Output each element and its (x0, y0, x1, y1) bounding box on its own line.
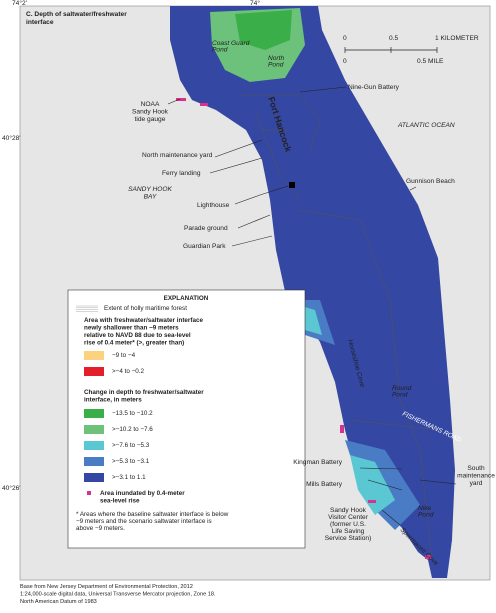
legend-swatch (84, 425, 104, 434)
legend-group-title: relative to NAVD 88 due to sea-level (84, 332, 191, 339)
legend-item: Extent of holly maritime forest (104, 305, 187, 312)
legend-item: −9 to −4 (112, 352, 136, 359)
source-note: North American Datum of 1983 (20, 599, 97, 605)
place-label: Lighthouse (197, 202, 230, 209)
place-label: South (467, 465, 485, 472)
place-label: Gunnison Beach (406, 178, 455, 185)
legend-group-title: interface, in meters (84, 397, 142, 404)
coord-label: 40°28' (2, 134, 21, 142)
legend-item: >−10.2 to −7.6 (112, 426, 153, 433)
legend-group-title: newly shallower than −9 meters (84, 325, 179, 332)
legend-item: >−5.3 to −3.1 (112, 458, 150, 465)
place-label: North maintenance yard (142, 152, 213, 159)
legend-item: >−7.6 to −5.3 (112, 442, 150, 449)
place-label: Nike (418, 505, 432, 512)
inundation-swatch (87, 491, 91, 495)
panel-title: C. Depth of saltwater/freshwater (26, 11, 127, 18)
place-label: Kingman Battery (293, 459, 342, 466)
legend-swatch (84, 367, 104, 376)
legend-footnote: −9 meters and the scenario saltwater int… (76, 518, 212, 525)
legend-item: −13.5 to −10.2 (112, 410, 153, 417)
legend: EXPLANATION Extent of holly maritime fore… (67, 289, 306, 549)
source-note: Base from New Jersey Department of Envir… (20, 584, 193, 590)
place-label: Nine-Gun Battery (348, 84, 400, 91)
place-label: Pond (268, 62, 284, 69)
place-label: (former U.S. (330, 521, 366, 528)
cyan-zone (298, 305, 395, 515)
scale-label: 0 (343, 35, 347, 42)
place-label: Pond (418, 512, 434, 519)
legend-item: sea-level rise (100, 498, 140, 505)
scale-label: 0.5 MILE (417, 58, 444, 65)
legend-group-title: Change in depth to freshwater/saltwater (84, 389, 204, 396)
peninsula (170, 6, 455, 578)
place-label: Mills Battery (306, 481, 343, 488)
legend-swatch (84, 441, 104, 450)
place-label: yard (470, 480, 483, 487)
legend-group-title: Area with freshwater/saltwater interface (84, 317, 203, 324)
dark-green-zone (235, 10, 292, 50)
legend-item: Area inundated by 0.4-meter (100, 490, 185, 497)
roads (240, 94, 441, 561)
place-label: Parade ground (184, 225, 228, 232)
place-label: Pond (392, 392, 408, 399)
place-label: Coast Guard (212, 40, 250, 47)
scale-label: 0 (343, 58, 347, 65)
place-label: tide gauge (135, 116, 166, 123)
blue-zone (290, 300, 420, 530)
place-label: Round (392, 385, 412, 392)
place-label: Sandy Hook (330, 507, 367, 514)
legend-footnote: * Areas where the baseline saltwater int… (76, 511, 229, 518)
place-label: NOAA (141, 101, 160, 108)
scale-label: 0.5 (389, 35, 398, 42)
legend-box (67, 289, 306, 549)
place-label: Life Saving (332, 528, 365, 535)
legend-swatch (84, 473, 104, 482)
legend-swatch (84, 409, 104, 418)
place-label: maintenance (457, 473, 495, 480)
panel-title: interface (26, 19, 54, 26)
place-label: Service Station) (325, 535, 372, 542)
legend-item: >−4 to −0.2 (112, 368, 145, 375)
place-label: Guardian Park (183, 243, 226, 250)
legend-swatch (84, 351, 104, 360)
place-label: SANDY HOOK (128, 186, 172, 193)
coord-label: 74°2' (12, 0, 27, 7)
legend-group-title: rise of 0.4 meter* (>, greater than) (84, 340, 184, 347)
leader-lines (167, 86, 457, 526)
legend-heading: EXPLANATION (164, 295, 209, 302)
coord-label: 40°26' (2, 484, 21, 492)
source-note: 1:24,000-scale digital data, Universal T… (20, 592, 216, 598)
legend-swatch (84, 457, 104, 466)
place-label: Sandy Hook (132, 109, 169, 116)
coord-label: 74° (250, 0, 260, 7)
place-label: North (268, 55, 284, 62)
lighthouse-marker (289, 182, 295, 188)
place-label: BAY (144, 194, 157, 201)
place-label: Pond (212, 47, 228, 54)
legend-item: >−3.1 to 1.1 (112, 474, 146, 481)
scale-label: 1 KILOMETER (435, 35, 479, 42)
place-label: ATLANTIC OCEAN (397, 122, 455, 129)
place-label: Ferry landing (162, 170, 201, 177)
legend-footnote: above −9 meters. (76, 525, 125, 532)
place-label: Visitor Center (328, 514, 369, 521)
